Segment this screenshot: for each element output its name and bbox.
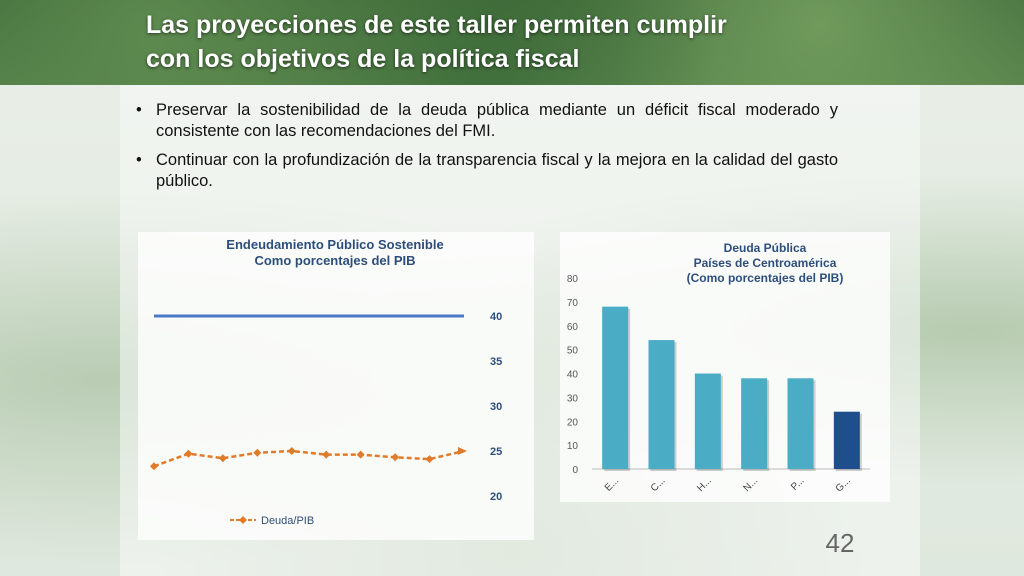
deuda-point [356, 450, 365, 459]
y-tick-label: 30 [490, 401, 502, 413]
line-chart-title-line-2: Como porcentajes del PIB [254, 253, 416, 268]
slide-title: Las proyecciones de este taller permiten… [146, 8, 906, 76]
bar [833, 411, 860, 469]
bullet-text: Continuar con la profundización de la tr… [156, 151, 838, 190]
bar-chart: 0 10 20 30 40 50 60 70 80 E... C... H... N... P... G..… [567, 274, 870, 495]
bullet-list: • Preservar la sostenibilidad de la deud… [136, 100, 838, 200]
bar [602, 306, 629, 469]
line-chart-title-line-1: Endeudamiento Público Sostenible [226, 237, 444, 252]
y-tick-label: 35 [490, 356, 502, 368]
bar-chart-title-line-1: Deuda Pública [723, 241, 807, 255]
y-tick-label: 0 [572, 465, 578, 476]
deuda-point [184, 449, 193, 458]
bullet-text: Preservar la sostenibilidad de la deuda … [156, 101, 838, 140]
y-tick-label: 50 [567, 346, 579, 357]
slide-title-line-1: Las proyecciones de este taller permiten… [146, 11, 727, 39]
deuda-point [425, 455, 434, 464]
deuda-line [153, 449, 465, 468]
y-tick-label: 20 [490, 491, 502, 503]
bar-chart-title: Deuda Pública Países de Centroamérica (C… [640, 241, 890, 286]
bar [648, 340, 675, 469]
bar [787, 378, 814, 469]
x-tick-label: G... [834, 475, 853, 494]
deuda-point [287, 447, 296, 455]
bullet-icon: • [136, 151, 142, 169]
y-tick-label: 40 [490, 311, 502, 323]
x-tick-label: N... [742, 475, 761, 494]
y-tick-label: 80 [567, 274, 579, 285]
bar [741, 378, 768, 469]
header-forest-background [0, 0, 1024, 85]
y-tick-label: 10 [567, 441, 579, 452]
x-tick-label: C... [649, 475, 668, 494]
bullet-item: • Preservar la sostenibilidad de la deud… [136, 100, 838, 142]
y-tick-label: 60 [567, 322, 579, 333]
legend-marker [239, 516, 247, 524]
y-tick-label: 20 [567, 417, 579, 428]
bullet-icon: • [136, 101, 142, 119]
y-tick-label: 40 [567, 370, 579, 381]
y-tick-label: 70 [567, 298, 579, 309]
x-tick-label: H... [695, 475, 714, 494]
line-chart-title: Endeudamiento Público Sostenible Como po… [140, 237, 530, 269]
y-tick-label: 25 [490, 446, 502, 458]
line-chart: 20 25 30 35 40 Deuda/PIB [150, 311, 502, 527]
deuda-point [218, 454, 227, 463]
x-tick-label: E... [603, 475, 621, 493]
deuda-point [150, 462, 158, 471]
page-number: 42 [825, 528, 855, 558]
deuda-point [253, 448, 262, 457]
slide-title-line-2: con los objetivos de la política fiscal [146, 45, 580, 73]
x-tick-label: P... [789, 475, 806, 492]
deuda-arrow-point [458, 447, 467, 455]
bar-chart-title-line-2: Países de Centroamérica [693, 256, 837, 270]
bar [694, 373, 721, 469]
bar-chart-title-line-3: (Como porcentajes del PIB) [686, 271, 844, 285]
bullet-item: • Continuar con la profundización de la … [136, 150, 838, 192]
legend-label: Deuda/PIB [261, 515, 314, 527]
deuda-point [322, 450, 331, 459]
y-tick-label: 30 [567, 393, 579, 404]
line-chart-panel [138, 232, 534, 540]
deuda-point [391, 453, 400, 462]
